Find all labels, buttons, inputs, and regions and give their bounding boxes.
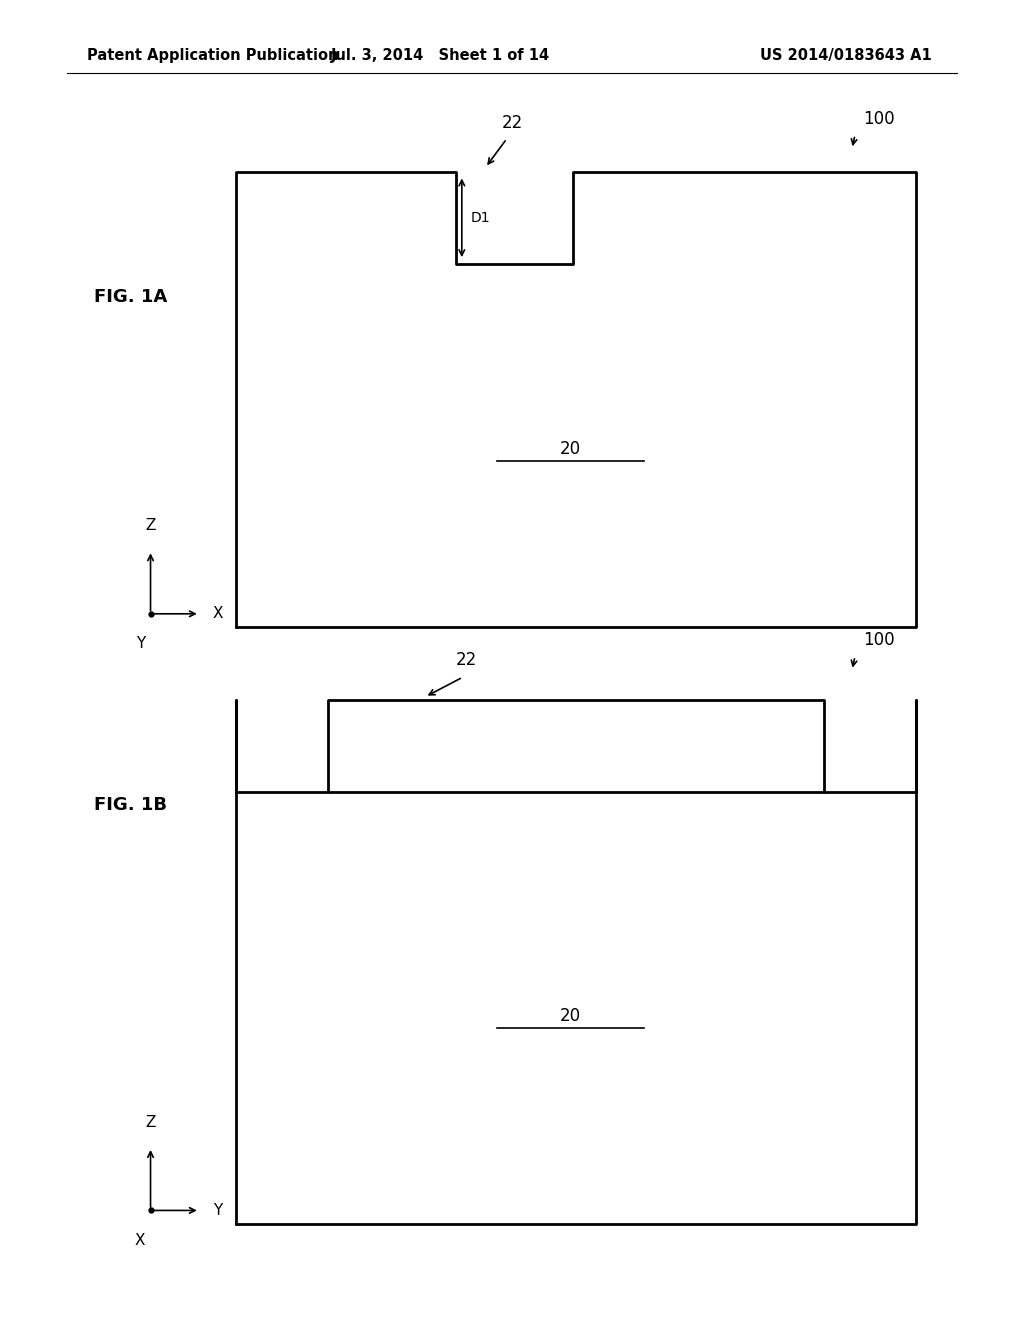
Text: Patent Application Publication: Patent Application Publication <box>87 48 339 63</box>
Text: X: X <box>135 1233 145 1247</box>
Text: 22: 22 <box>502 114 522 132</box>
Text: Z: Z <box>145 519 156 533</box>
Text: FIG. 1A: FIG. 1A <box>94 288 168 306</box>
Text: Jul. 3, 2014   Sheet 1 of 14: Jul. 3, 2014 Sheet 1 of 14 <box>331 48 550 63</box>
Text: 100: 100 <box>863 110 895 128</box>
Text: 20: 20 <box>560 1007 581 1026</box>
Text: Z: Z <box>145 1115 156 1130</box>
Text: Y: Y <box>136 636 145 651</box>
Text: 100: 100 <box>863 631 895 649</box>
Text: Y: Y <box>213 1203 222 1218</box>
Text: 22: 22 <box>456 651 476 669</box>
Text: FIG. 1B: FIG. 1B <box>94 796 167 814</box>
Text: US 2014/0183643 A1: US 2014/0183643 A1 <box>760 48 932 63</box>
Text: 20: 20 <box>560 440 581 458</box>
Text: X: X <box>213 606 223 622</box>
Text: D1: D1 <box>471 211 490 224</box>
